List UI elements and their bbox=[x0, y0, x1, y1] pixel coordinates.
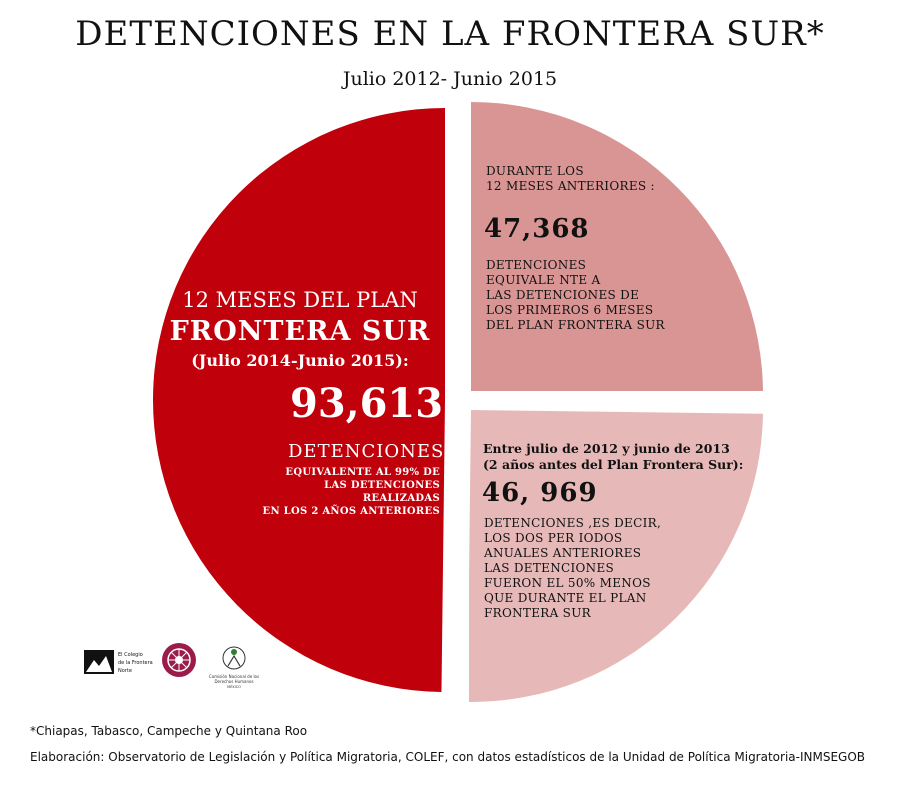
svg-text:MÉXICO: MÉXICO bbox=[227, 684, 241, 689]
slice-2012-2013 bbox=[467, 410, 763, 703]
svg-text:de la Frontera: de la Frontera bbox=[118, 660, 153, 666]
slice-top-value: 47,368 bbox=[484, 214, 590, 244]
slice-frontera-sur bbox=[152, 108, 445, 692]
svg-text:Derechos Humanos: Derechos Humanos bbox=[214, 679, 253, 684]
slice-bottom-intro: Entre julio de 2012 y junio de 2013 (2 a… bbox=[483, 441, 744, 472]
rosette-logo bbox=[162, 643, 196, 677]
slice-main-period: (Julio 2014-Junio 2015): bbox=[191, 351, 409, 370]
slice-main-label: 12 MESES DEL PLAN FRONTERA SUR (Julio 20… bbox=[150, 288, 450, 370]
slice-bottom-value: 46, 969 bbox=[482, 478, 598, 508]
colef-logo: El Colegio de la Frontera Norte bbox=[84, 650, 153, 674]
svg-text:El Colegio: El Colegio bbox=[118, 652, 143, 658]
chart-title: DETENCIONES EN LA FRONTERA SUR* bbox=[75, 14, 825, 54]
svg-text:Comisión Nacional de los: Comisión Nacional de los bbox=[209, 674, 259, 679]
svg-text:Norte: Norte bbox=[118, 668, 132, 674]
footer-source: Elaboración: Observatorio de Legislación… bbox=[30, 750, 866, 764]
slice-gap-vertical bbox=[451, 98, 469, 702]
slice-main-unit: DETENCIONES bbox=[288, 441, 445, 462]
institution-logos: El Colegio de la Frontera Norte Comisión… bbox=[84, 643, 259, 689]
slice-bottom-note: DETENCIONES ,ES DECIR, LOS DOS PER IODOS… bbox=[484, 516, 662, 620]
slice-main-note: EQUIVALENTE AL 99% DE LAS DETENCIONES RE… bbox=[262, 467, 440, 517]
footer-note: *Chiapas, Tabasco, Campeche y Quintana R… bbox=[30, 724, 308, 738]
slice-12-meses-anteriores bbox=[471, 102, 764, 398]
chart-subtitle: Julio 2012- Junio 2015 bbox=[342, 68, 558, 90]
slice-main-value: 93,613 bbox=[290, 380, 444, 427]
slice-top-intro: DURANTE LOS 12 MESES ANTERIORES : bbox=[486, 164, 655, 193]
slice-main-line1: 12 MESES DEL PLAN bbox=[182, 288, 418, 312]
cndh-logo: Comisión Nacional de los Derechos Humano… bbox=[209, 646, 259, 689]
slice-top-note: DETENCIONES EQUIVALE NTE A LAS DETENCION… bbox=[486, 258, 665, 332]
slice-gap-horizontal bbox=[463, 391, 775, 409]
slice-main-line2: FRONTERA SUR bbox=[169, 316, 431, 347]
